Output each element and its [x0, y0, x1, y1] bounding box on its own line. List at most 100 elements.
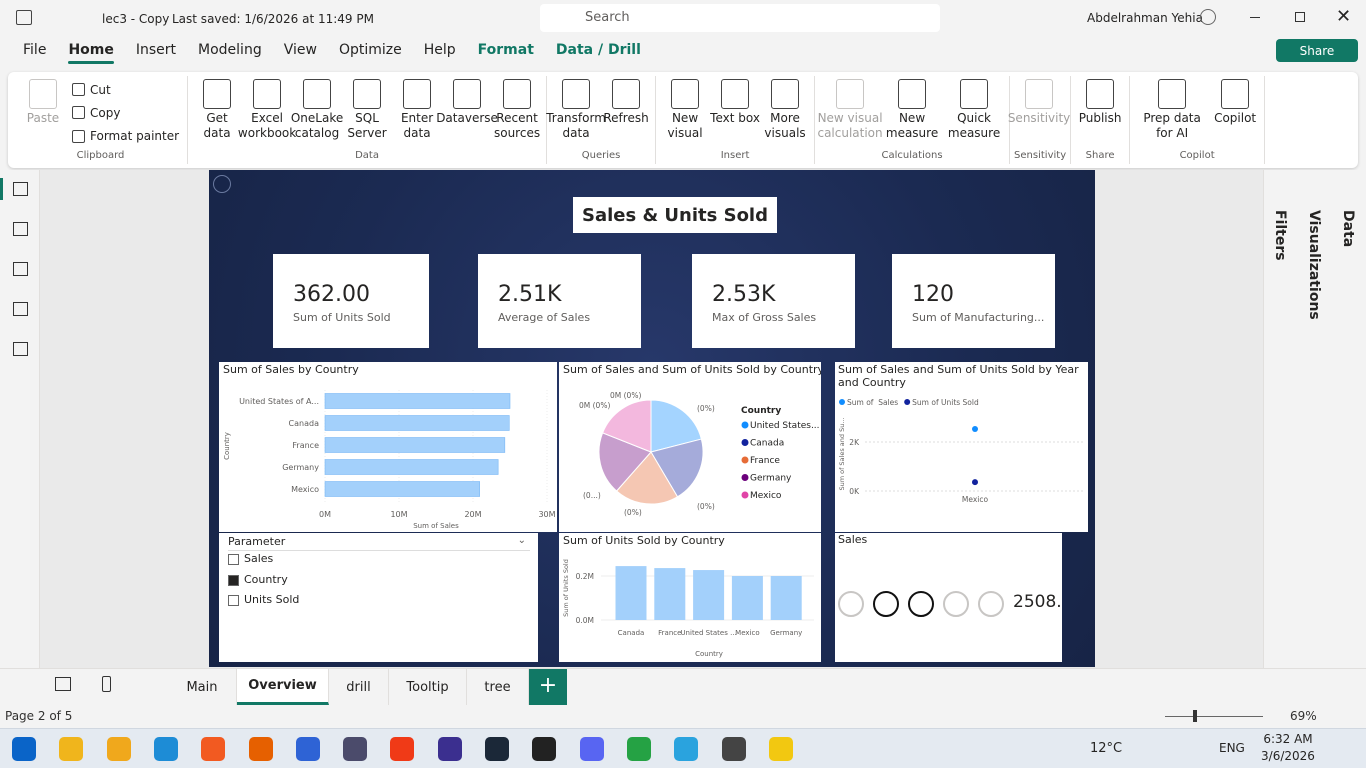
x-axis-title: Country — [695, 650, 723, 658]
report-view[interactable] — [13, 182, 28, 196]
taskbar-app[interactable] — [153, 737, 178, 761]
taskbar-app[interactable] — [768, 737, 793, 761]
ribbon-button[interactable]: Recent sources — [492, 76, 542, 150]
taskbar-app[interactable] — [579, 737, 604, 761]
ribbon-group-name: Sensitivity — [1014, 150, 1067, 161]
ribbon-button[interactable]: SQL Server — [342, 76, 392, 150]
taskbar-app[interactable] — [106, 737, 131, 761]
ribbon-button[interactable]: Prep data for AI — [1134, 76, 1210, 150]
mobile-layout[interactable] — [102, 676, 111, 692]
play-control[interactable] — [943, 591, 969, 617]
save-icon[interactable] — [16, 10, 32, 25]
taskbar-app[interactable] — [295, 737, 320, 761]
page-tab[interactable]: drill — [329, 669, 389, 705]
zoom-thumb[interactable] — [1193, 710, 1197, 722]
ribbon-button[interactable]: More visuals — [760, 76, 810, 150]
ribbon-button[interactable]: Get data — [192, 76, 242, 150]
button-label: New visual — [667, 111, 703, 140]
menu-tab[interactable]: Home — [57, 36, 124, 66]
taskbar-app[interactable] — [201, 737, 226, 761]
taskbar-app[interactable] — [532, 737, 557, 761]
ribbon-button[interactable]: Copilot — [1210, 76, 1260, 150]
share-button[interactable]: Share — [1276, 39, 1358, 62]
play-control[interactable] — [873, 591, 899, 617]
slicer-option[interactable]: Sales — [244, 552, 274, 565]
ribbon-button[interactable]: Refresh — [601, 76, 651, 150]
tmdl-view[interactable] — [13, 342, 28, 356]
taskbar-app[interactable] — [674, 737, 699, 761]
x-tick-label: Canada — [618, 629, 645, 637]
scatter-point — [972, 479, 978, 486]
legend-marker — [741, 491, 749, 499]
search-box[interactable]: Search — [540, 4, 940, 32]
checkbox[interactable] — [228, 595, 239, 606]
menu-tab[interactable]: Insert — [135, 42, 177, 58]
ribbon-button[interactable]: New measure — [881, 76, 943, 150]
taskbar-app[interactable] — [721, 737, 746, 761]
ribbon-button[interactable]: New visual — [660, 76, 710, 150]
taskbar-app[interactable] — [485, 737, 509, 761]
taskbar-app[interactable] — [12, 737, 36, 761]
play-control[interactable] — [908, 591, 934, 617]
taskbar-app[interactable] — [626, 737, 651, 761]
slicer-dropdown[interactable]: ⌄ — [517, 535, 526, 546]
icon — [721, 79, 750, 109]
zoom-level: 69% — [1290, 709, 1317, 723]
slicer-option[interactable]: Units Sold — [244, 593, 300, 606]
ribbon-button[interactable]: Excel workbook — [238, 76, 296, 150]
maximize[interactable] — [1295, 12, 1305, 22]
side-pane-tab[interactable]: Data — [1340, 210, 1356, 248]
ribbon-button[interactable]: OneLake catalog — [291, 76, 343, 150]
menu-tab[interactable]: Modeling — [198, 42, 262, 58]
menu-tab[interactable]: Optimize — [338, 42, 402, 58]
checkbox[interactable] — [228, 554, 239, 565]
user-avatar[interactable] — [1200, 9, 1216, 25]
page-tab[interactable]: Main — [168, 669, 237, 705]
model-view[interactable] — [13, 262, 28, 276]
button-label: Format painter — [90, 129, 180, 144]
checkbox[interactable] — [228, 574, 239, 586]
ribbon-group-name: Clipboard — [76, 150, 125, 161]
button-label: Copy — [90, 105, 121, 120]
ribbon-button[interactable]: Enter data — [392, 76, 442, 150]
ribbon-button[interactable]: Quick measure — [943, 76, 1005, 150]
taskbar-app[interactable] — [248, 737, 273, 761]
menu-tab[interactable]: Data / Drill — [555, 42, 641, 58]
page-tab[interactable]: tree — [467, 669, 529, 705]
ribbon-button[interactable]: Text box — [710, 76, 760, 150]
add-page[interactable]: + — [529, 669, 567, 705]
back-button[interactable] — [213, 175, 231, 193]
page-tab[interactable]: Tooltip — [389, 669, 467, 705]
page-tab[interactable]: Overview — [237, 669, 329, 705]
side-pane-tab[interactable]: Visualizations — [1306, 210, 1322, 320]
play-control[interactable] — [978, 591, 1004, 617]
dax-view[interactable] — [13, 302, 28, 316]
ribbon-button[interactable]: Publish — [1075, 76, 1125, 150]
language: ENG — [1219, 741, 1245, 755]
close[interactable]: ✕ — [1336, 6, 1352, 27]
menu-tab[interactable]: View — [283, 42, 317, 58]
taskbar-app[interactable] — [390, 737, 415, 761]
menu-tab[interactable]: Format — [477, 42, 534, 58]
slicer-option[interactable]: Country — [244, 572, 288, 586]
ribbon-small-button[interactable]: Copy — [72, 106, 179, 120]
side-pane-tab[interactable]: Filters — [1272, 210, 1288, 261]
taskbar-app[interactable] — [437, 737, 462, 761]
taskbar-app[interactable] — [343, 737, 368, 761]
ribbon-small-button[interactable]: Cut — [72, 83, 179, 97]
ribbon-group-items: Transform data Refresh — [546, 76, 651, 150]
minimize[interactable] — [1250, 17, 1260, 18]
ribbon-button[interactable]: Dataverse — [436, 76, 498, 150]
table-view[interactable] — [13, 222, 28, 236]
desktop-layout[interactable] — [55, 677, 71, 691]
ribbon-button[interactable]: Transform data — [546, 76, 606, 150]
menu-tab[interactable]: Help — [423, 42, 456, 58]
column-chart-svg: Sum of Units Sold by Country 0.0M 0.2M Cana… — [562, 534, 814, 658]
taskbar-app[interactable] — [59, 737, 84, 761]
ribbon-small-button[interactable]: Format painter — [72, 129, 179, 143]
zoom-slider[interactable] — [1165, 716, 1263, 717]
icon — [303, 79, 332, 109]
play-control[interactable] — [838, 591, 864, 617]
column — [731, 576, 763, 620]
menu-tab[interactable]: File — [23, 42, 47, 58]
